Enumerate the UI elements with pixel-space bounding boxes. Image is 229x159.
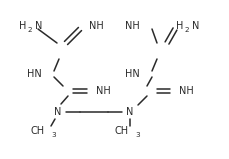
Text: NH: NH <box>89 21 104 31</box>
Text: NH: NH <box>125 21 140 31</box>
Text: CH: CH <box>115 126 129 136</box>
Text: 3: 3 <box>51 132 56 138</box>
Text: N: N <box>35 21 42 31</box>
Text: 2: 2 <box>184 27 189 33</box>
Text: 3: 3 <box>135 132 140 138</box>
Text: N: N <box>54 107 62 117</box>
Text: NH: NH <box>179 86 194 96</box>
Text: HN: HN <box>125 69 140 79</box>
Text: HN: HN <box>27 69 42 79</box>
Text: H: H <box>19 21 26 31</box>
Text: CH: CH <box>31 126 45 136</box>
Text: 2: 2 <box>27 27 32 33</box>
Text: NH: NH <box>96 86 111 96</box>
Text: N: N <box>192 21 199 31</box>
Text: N: N <box>126 107 134 117</box>
Text: H: H <box>176 21 183 31</box>
